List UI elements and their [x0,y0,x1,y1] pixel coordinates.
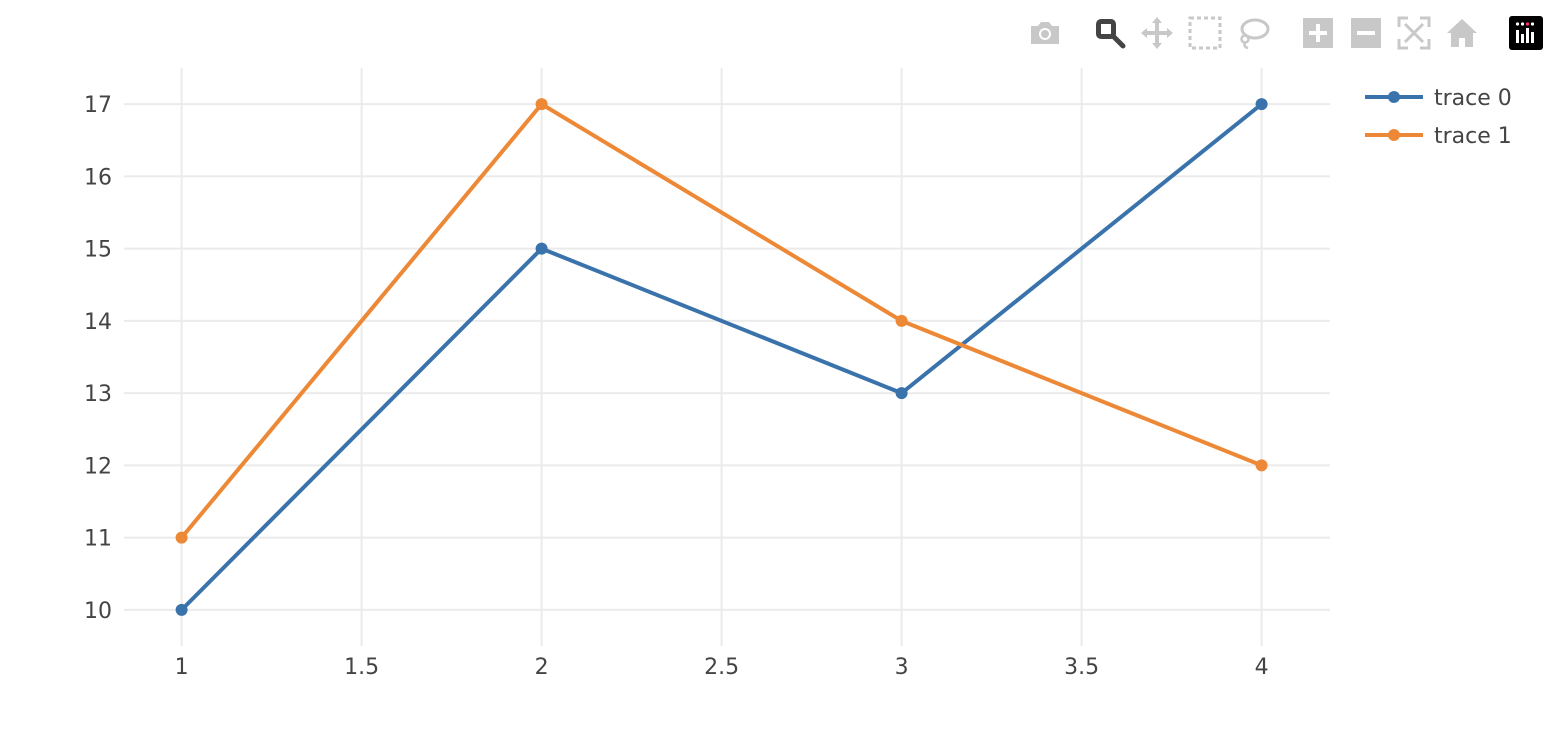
y-gridlines [124,103,1330,611]
series-points [175,98,1268,616]
data-point-series-1 [535,98,548,111]
x-tick-label: 2.5 [704,655,739,680]
y-tick-label: 15 [84,238,112,263]
y-tick-label: 10 [84,599,112,624]
x-tick-label: 4 [1255,655,1269,680]
x-tick-label: 2 [535,655,549,680]
plotly-logo-icon[interactable] [1507,14,1545,52]
x-tick-label: 3 [895,655,909,680]
x-tick-label: 1.5 [344,655,379,680]
series-lines [180,102,1263,612]
legend-label-1: trace 1 [1434,124,1512,149]
data-point-series-1 [175,531,188,544]
legend-label-0: trace 0 [1434,86,1512,111]
lasso-select-icon[interactable] [1234,14,1272,52]
series-line-0 [180,102,1263,612]
legend-marker-1 [1388,129,1400,141]
modebar [1026,14,1546,52]
series-line-1 [180,102,1263,539]
y-tick-label: 13 [84,382,112,407]
y-tick-label: 16 [84,165,112,190]
camera-icon[interactable] [1026,14,1064,52]
data-point-series-0 [535,242,548,255]
pan-icon[interactable] [1138,14,1176,52]
y-tick-label: 14 [84,310,112,335]
data-point-series-0 [1255,98,1268,111]
zoom-in-icon[interactable] [1299,14,1337,52]
y-tick-label: 12 [84,454,112,479]
data-point-series-0 [895,387,908,400]
autoscale-icon[interactable] [1395,14,1433,52]
y-tick-label: 17 [84,93,112,118]
legend: trace 0 trace 1 [1365,86,1512,149]
zoom-icon[interactable] [1090,14,1128,52]
y-axis-tick-labels: 10 11 12 13 14 15 16 17 [84,93,112,624]
x-axis-tick-labels: 1 1.5 2 2.5 3 3.5 4 [175,655,1269,680]
reset-axes-icon[interactable] [1443,14,1481,52]
x-tick-label: 1 [175,655,189,680]
y-tick-label: 11 [84,527,112,552]
data-point-series-1 [1255,459,1268,472]
x-gridlines [180,68,1263,646]
x-tick-label: 3.5 [1064,655,1099,680]
data-point-series-0 [175,603,188,616]
zoom-out-icon[interactable] [1347,14,1385,52]
data-point-series-1 [895,314,908,327]
box-select-icon[interactable] [1186,14,1224,52]
legend-marker-0 [1388,91,1400,103]
